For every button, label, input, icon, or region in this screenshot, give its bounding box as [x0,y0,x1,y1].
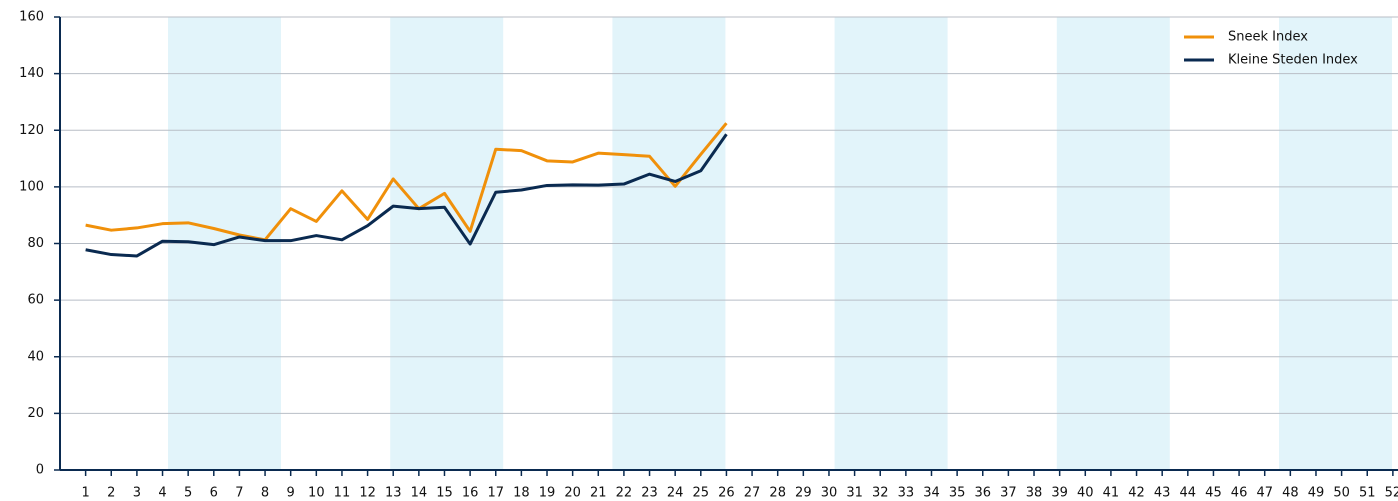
x-tick-label: 25 [693,486,710,501]
x-tick-label: 39 [1051,486,1068,501]
x-tick-label: 42 [1128,486,1145,501]
x-tick-label: 1 [81,486,89,501]
y-tick-label: 140 [19,66,44,81]
x-tick-label: 49 [1308,486,1325,501]
x-tick-label: 35 [949,486,966,501]
x-tick-label: 47 [1256,486,1273,501]
x-tick-label: 24 [667,486,684,501]
x-tick-label: 8 [261,486,269,501]
x-tick-label: 28 [769,486,786,501]
x-tick-label: 21 [590,486,607,501]
x-tick-label: 17 [487,486,504,501]
y-tick-label: 40 [27,349,44,364]
x-tick-label: 44 [1180,486,1197,501]
x-tick-label: 29 [795,486,812,501]
x-tick-label: 22 [616,486,633,501]
x-tick-label: 33 [898,486,915,501]
y-tick-label: 60 [27,293,44,308]
x-tick-label: 37 [1000,486,1017,501]
x-tick-label: 10 [308,486,325,501]
x-tick-label: 20 [564,486,581,501]
x-tick-label: 15 [436,486,453,501]
x-tick-label: 30 [821,486,838,501]
x-tick-label: 50 [1333,486,1350,501]
x-tick-label: 18 [513,486,530,501]
y-tick-label: 100 [19,179,44,194]
x-tick-label: 46 [1231,486,1248,501]
x-tick-label: 27 [744,486,761,501]
x-tick-label: 45 [1205,486,1222,501]
x-tick-label: 41 [1103,486,1120,501]
y-tick-label: 80 [27,236,44,251]
x-tick-label: 13 [385,486,402,501]
x-tick-label: 43 [1154,486,1171,501]
x-tick-label: 31 [846,486,863,501]
x-tick-label: 14 [411,486,428,501]
legend-label: Kleine Steden Index [1228,53,1358,68]
x-tick-label: 5 [184,486,192,501]
x-tick-label: 23 [641,486,658,501]
x-tick-label: 6 [210,486,218,501]
x-tick-label: 48 [1282,486,1299,501]
x-tick-label: 32 [872,486,889,501]
x-tick-label: 51 [1359,486,1376,501]
y-tick-label: 0 [36,463,44,478]
legend-label: Sneek Index [1228,30,1308,45]
x-tick-label: 3 [133,486,141,501]
x-tick-label: 9 [287,486,295,501]
x-tick-label: 16 [462,486,479,501]
x-tick-label: 40 [1077,486,1094,501]
x-tick-label: 52 [1385,486,1398,501]
x-tick-label: 34 [923,486,940,501]
x-tick-label: 26 [718,486,735,501]
x-tick-label: 19 [539,486,556,501]
x-tick-label: 11 [334,486,351,501]
y-tick-label: 20 [27,406,44,421]
x-tick-label: 12 [359,486,376,501]
y-tick-label: 120 [19,123,44,138]
series-line [85,122,728,242]
x-tick-label: 36 [974,486,991,501]
x-tick-label: 2 [107,486,115,501]
x-tick-label: 4 [158,486,166,501]
series-line [85,133,728,258]
x-tick-label: 38 [1026,486,1043,501]
x-tick-label: 7 [235,486,243,501]
y-tick-label: 160 [19,10,44,25]
